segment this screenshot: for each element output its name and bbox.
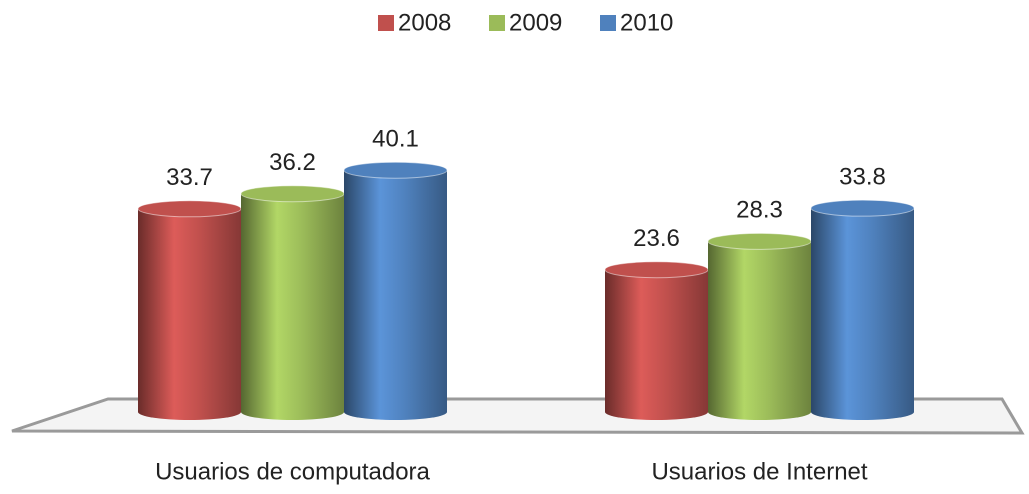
bar-top (707, 232, 812, 250)
legend-swatch (378, 15, 394, 31)
bar-bottom (344, 404, 447, 420)
x-tick-label: Usuarios de Internet (651, 458, 867, 485)
data-label: 36.2 (269, 149, 316, 176)
bar (138, 208, 241, 412)
data-label: 33.7 (166, 164, 213, 191)
legend-label: 2010 (620, 9, 673, 36)
bar-bottom (241, 404, 344, 420)
data-label: 28.3 (736, 197, 783, 224)
bar (241, 193, 344, 412)
bar-top (343, 161, 448, 179)
legend-label: 2008 (398, 9, 451, 36)
data-label: 23.6 (633, 225, 680, 252)
legend-swatch (489, 15, 505, 31)
x-tick-label: Usuarios de computadora (155, 458, 430, 485)
bar-top (604, 261, 709, 279)
data-label: 40.1 (372, 126, 419, 153)
bar-bottom (811, 404, 914, 420)
bar-top (240, 185, 345, 203)
bar (605, 269, 708, 412)
bar-bottom (605, 404, 708, 420)
bar-top (810, 199, 915, 217)
bar-top (137, 200, 242, 218)
bar (811, 208, 914, 412)
data-label: 33.8 (839, 164, 886, 191)
bar (344, 170, 447, 412)
legend-label: 2009 (509, 9, 562, 36)
bar-bottom (138, 404, 241, 420)
bar (708, 241, 811, 412)
legend-swatch (600, 15, 616, 31)
bar-bottom (708, 404, 811, 420)
